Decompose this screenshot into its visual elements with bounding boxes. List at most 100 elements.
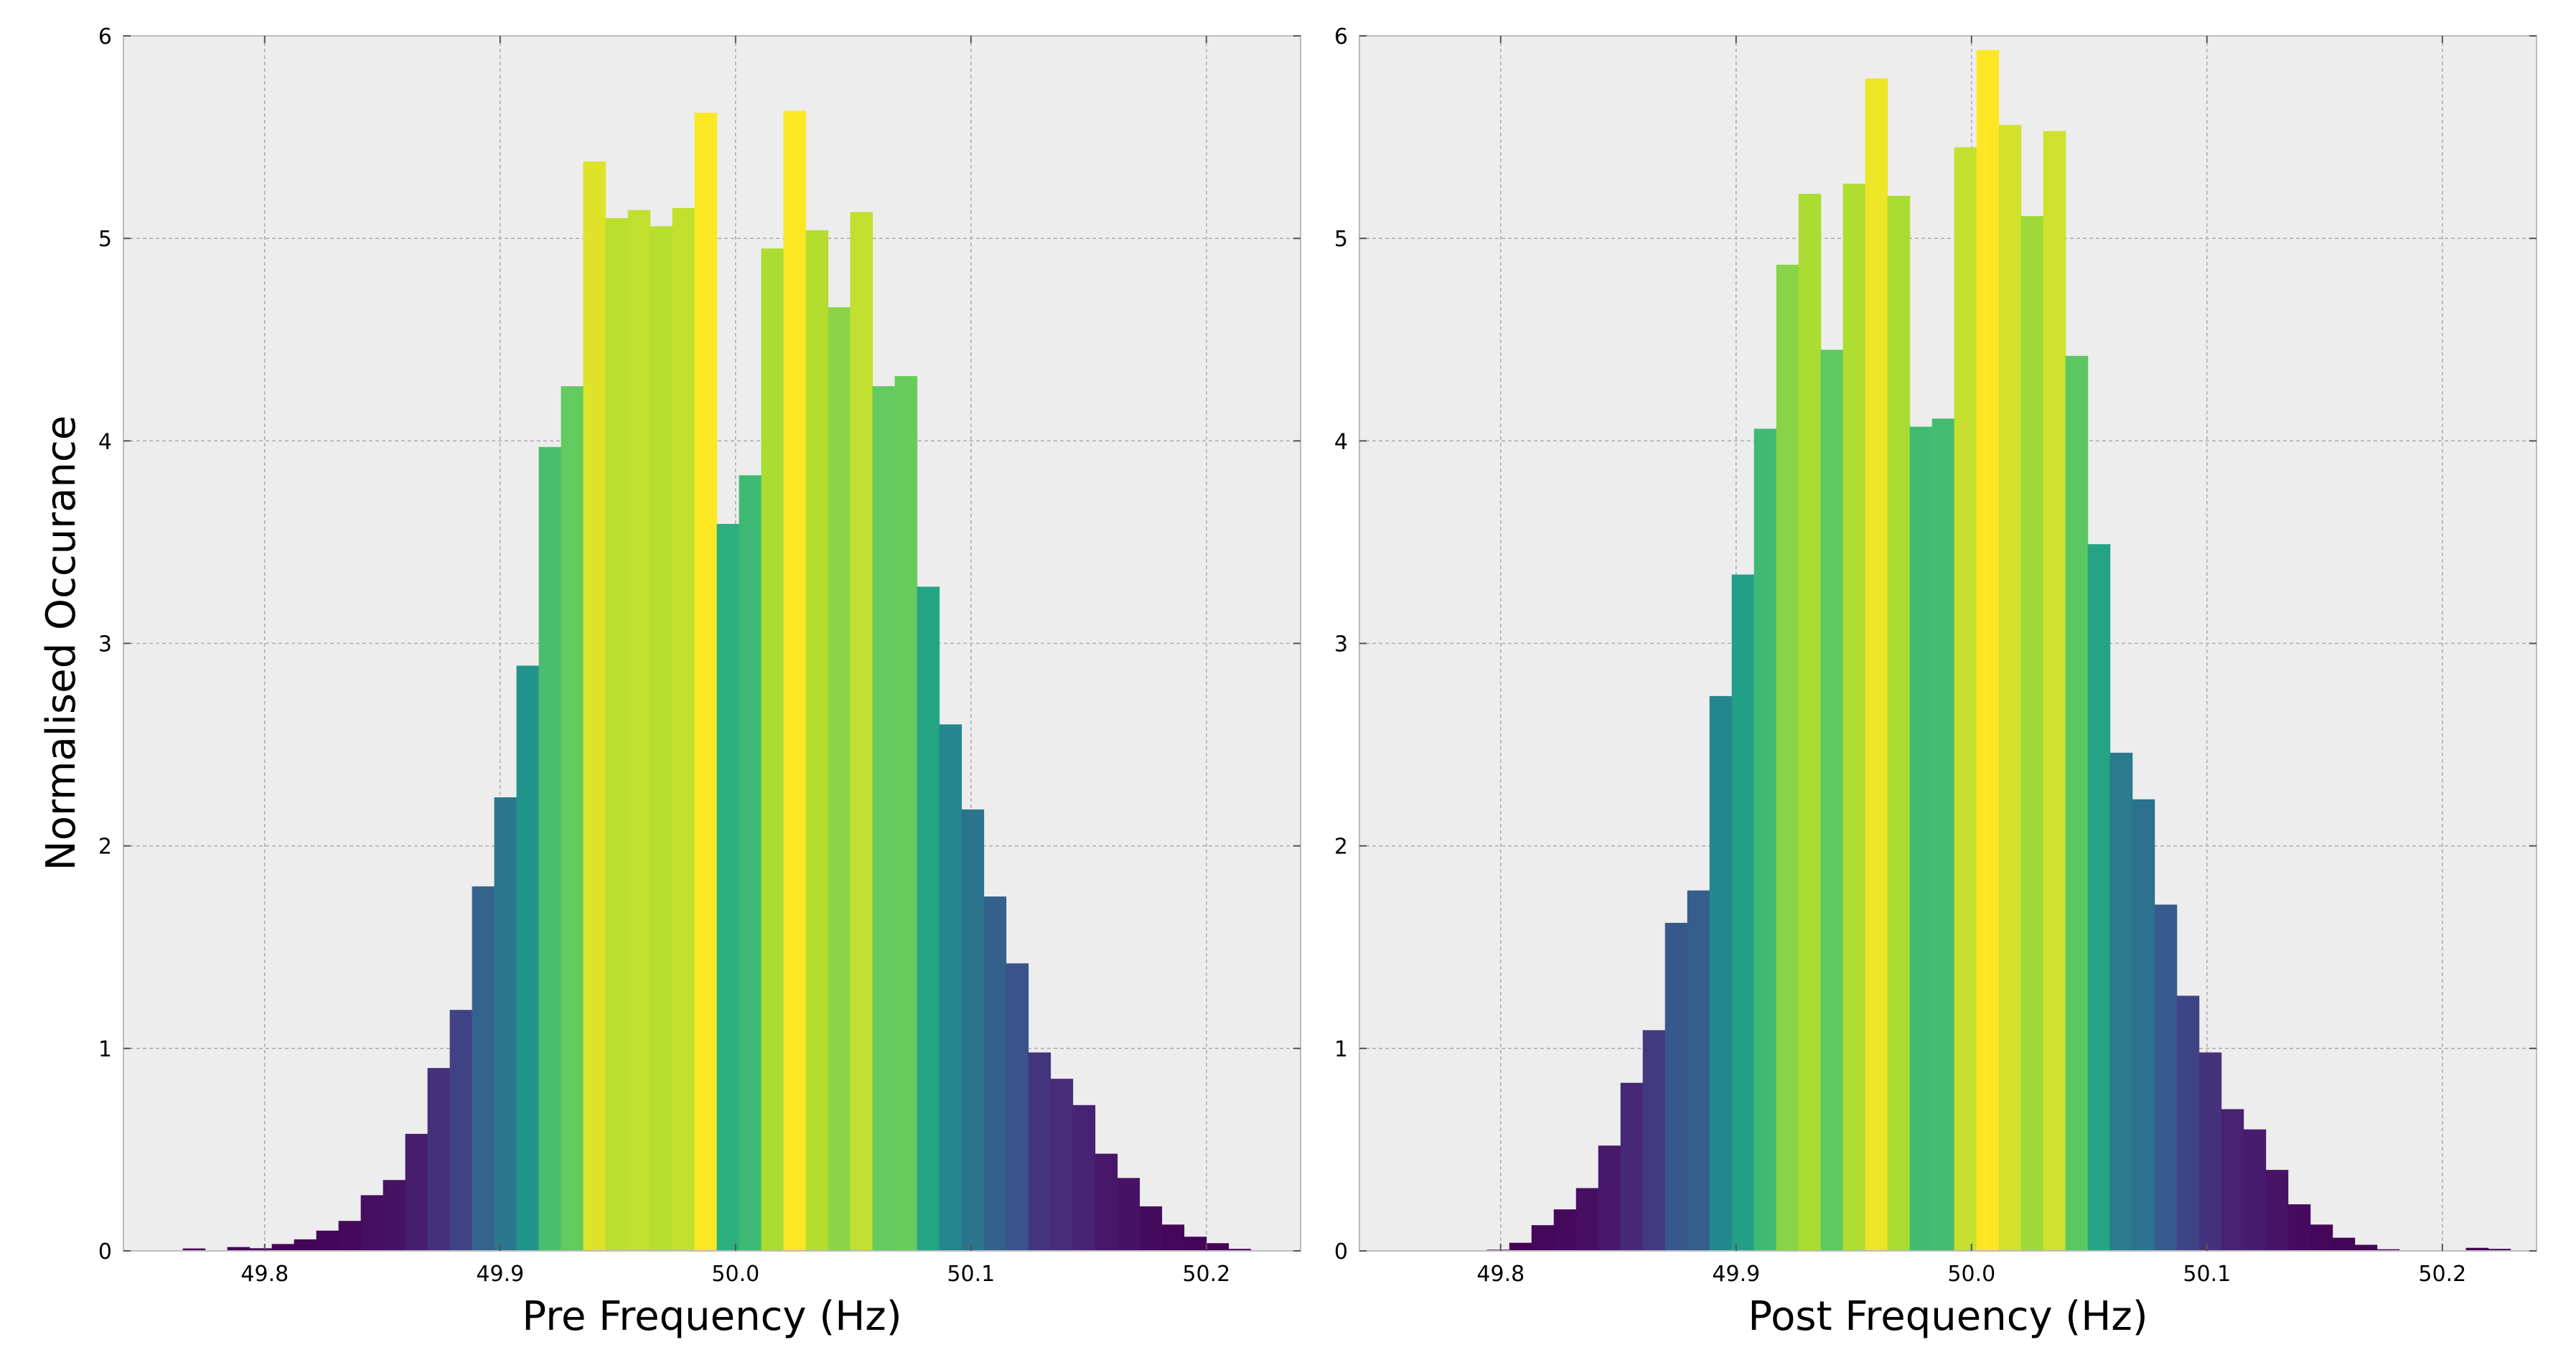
- y-tick-label: 6: [98, 24, 112, 50]
- y-axis-title: Normalised Occurance: [38, 416, 85, 871]
- histogram-bar: [2488, 1249, 2511, 1251]
- histogram-bar: [271, 1244, 295, 1251]
- histogram-bar: [516, 665, 540, 1251]
- histogram-bar: [805, 230, 829, 1251]
- x-tick-label: 50.1: [2183, 1262, 2231, 1287]
- histogram-bar: [1842, 183, 1866, 1251]
- histogram-bar: [538, 446, 562, 1251]
- x-tick-label: 50.0: [711, 1262, 759, 1287]
- histogram-bar: [2043, 131, 2066, 1252]
- histogram-bar: [1095, 1153, 1118, 1251]
- histogram-bar: [1954, 147, 1977, 1252]
- pre-y-ticks: 0 1 2 3 4 5 6: [98, 24, 1301, 1265]
- histogram-bar: [2376, 1249, 2400, 1251]
- histogram-bar: [583, 161, 606, 1251]
- histogram-bar: [828, 307, 851, 1252]
- histogram-bar: [850, 212, 874, 1251]
- y-tick-label: 3: [98, 632, 112, 657]
- histogram-bar: [2087, 544, 2111, 1251]
- histogram-bar: [1072, 1104, 1096, 1251]
- histogram-bar: [1709, 695, 1733, 1251]
- y-tick-label: 2: [98, 835, 112, 860]
- histogram-bar: [316, 1230, 339, 1251]
- histogram-bar: [449, 1010, 473, 1251]
- histogram-bar: [783, 111, 807, 1252]
- histogram-bar: [1931, 418, 1955, 1252]
- histogram-bar: [1028, 1052, 1052, 1251]
- histogram-bar: [294, 1239, 317, 1251]
- histogram-bar: [1998, 125, 2022, 1252]
- histogram-bar: [472, 886, 495, 1251]
- post-histogram-bars: [1486, 50, 2511, 1252]
- histogram-bar: [1798, 194, 1822, 1252]
- histogram-bar: [1575, 1188, 1599, 1251]
- histogram-bar: [1161, 1224, 1185, 1251]
- histogram-bar: [2065, 355, 2089, 1251]
- histogram-bar: [739, 475, 762, 1251]
- histogram-bar: [1887, 195, 1911, 1252]
- y-tick-label: 0: [98, 1239, 112, 1265]
- y-tick-label: 1: [98, 1037, 112, 1062]
- y-tick-label: 3: [1334, 632, 1348, 657]
- y-tick-label: 5: [1334, 227, 1348, 252]
- y-tick-label: 4: [98, 429, 112, 454]
- histogram-bar: [1687, 890, 1710, 1251]
- post-y-ticks: 0 1 2 3 4 5 6: [1334, 24, 2537, 1265]
- histogram-bar: [961, 809, 985, 1251]
- histogram-bar: [249, 1248, 273, 1251]
- y-tick-label: 6: [1334, 24, 1348, 50]
- post-x-axis-title: Post Frequency (Hz): [1748, 1293, 2148, 1340]
- x-tick-label: 50.0: [1947, 1262, 1995, 1287]
- histogram-bar: [983, 896, 1007, 1251]
- histogram-bar: [872, 386, 896, 1251]
- histogram-bar: [1228, 1249, 1252, 1251]
- histogram-bar: [1531, 1225, 1555, 1251]
- histogram-bar: [650, 226, 673, 1251]
- histogram-bar: [2198, 1052, 2222, 1251]
- histogram-bar: [405, 1133, 428, 1251]
- histogram-bar: [1753, 428, 1777, 1251]
- histogram-bar: [605, 217, 629, 1252]
- pre-histogram-bars: [182, 111, 1252, 1252]
- histogram-bar: [383, 1180, 406, 1251]
- x-tick-label: 50.2: [1182, 1262, 1230, 1287]
- x-tick-label: 50.1: [947, 1262, 995, 1287]
- histogram-bar: [427, 1068, 451, 1251]
- histogram-bar: [2287, 1204, 2311, 1251]
- histogram-bar: [227, 1247, 250, 1251]
- x-tick-label: 49.8: [1476, 1262, 1524, 1287]
- histogram-bar: [2243, 1129, 2267, 1251]
- x-tick-label: 50.2: [2418, 1262, 2466, 1287]
- histogram-bar: [1976, 50, 2000, 1251]
- histogram-bar: [2132, 799, 2155, 1251]
- histogram-bar: [2176, 995, 2200, 1251]
- histogram-bar: [561, 386, 584, 1251]
- histogram-bar: [2221, 1109, 2244, 1251]
- histogram-bar: [1117, 1178, 1141, 1251]
- histogram-bar: [1050, 1079, 1074, 1251]
- histogram-bar: [894, 376, 918, 1251]
- y-tick-label: 1: [1334, 1037, 1348, 1062]
- histogram-bar: [716, 524, 740, 1251]
- histogram-bar: [1865, 78, 1888, 1251]
- histogram-bar: [494, 797, 517, 1251]
- histogram-bar: [1731, 574, 1755, 1251]
- pre-frequency-panel: 49.8 49.9 50.0 50.1 50.2 0 1 2 3 4 5 6 Pre Frequen…: [98, 24, 1301, 1340]
- histogram-bar: [2465, 1247, 2489, 1251]
- histogram-bar: [1909, 426, 1933, 1251]
- histogram-bar: [2154, 904, 2178, 1251]
- histogram-bar: [1006, 963, 1029, 1251]
- y-tick-label: 0: [1334, 1239, 1348, 1265]
- histogram-bar: [672, 207, 695, 1251]
- histogram-bar: [1664, 922, 1688, 1251]
- histogram-bar: [1776, 264, 1799, 1251]
- histogram-bar: [761, 248, 784, 1251]
- histogram-bar: [1598, 1145, 1621, 1251]
- pre-x-ticks: 49.8 49.9 50.0 50.1 50.2: [240, 36, 1230, 1287]
- y-tick-label: 5: [98, 227, 112, 252]
- histogram-bar: [2265, 1170, 2289, 1251]
- histogram-bar: [2332, 1237, 2356, 1251]
- histogram-bar: [1139, 1206, 1163, 1251]
- y-tick-label: 4: [1334, 429, 1348, 454]
